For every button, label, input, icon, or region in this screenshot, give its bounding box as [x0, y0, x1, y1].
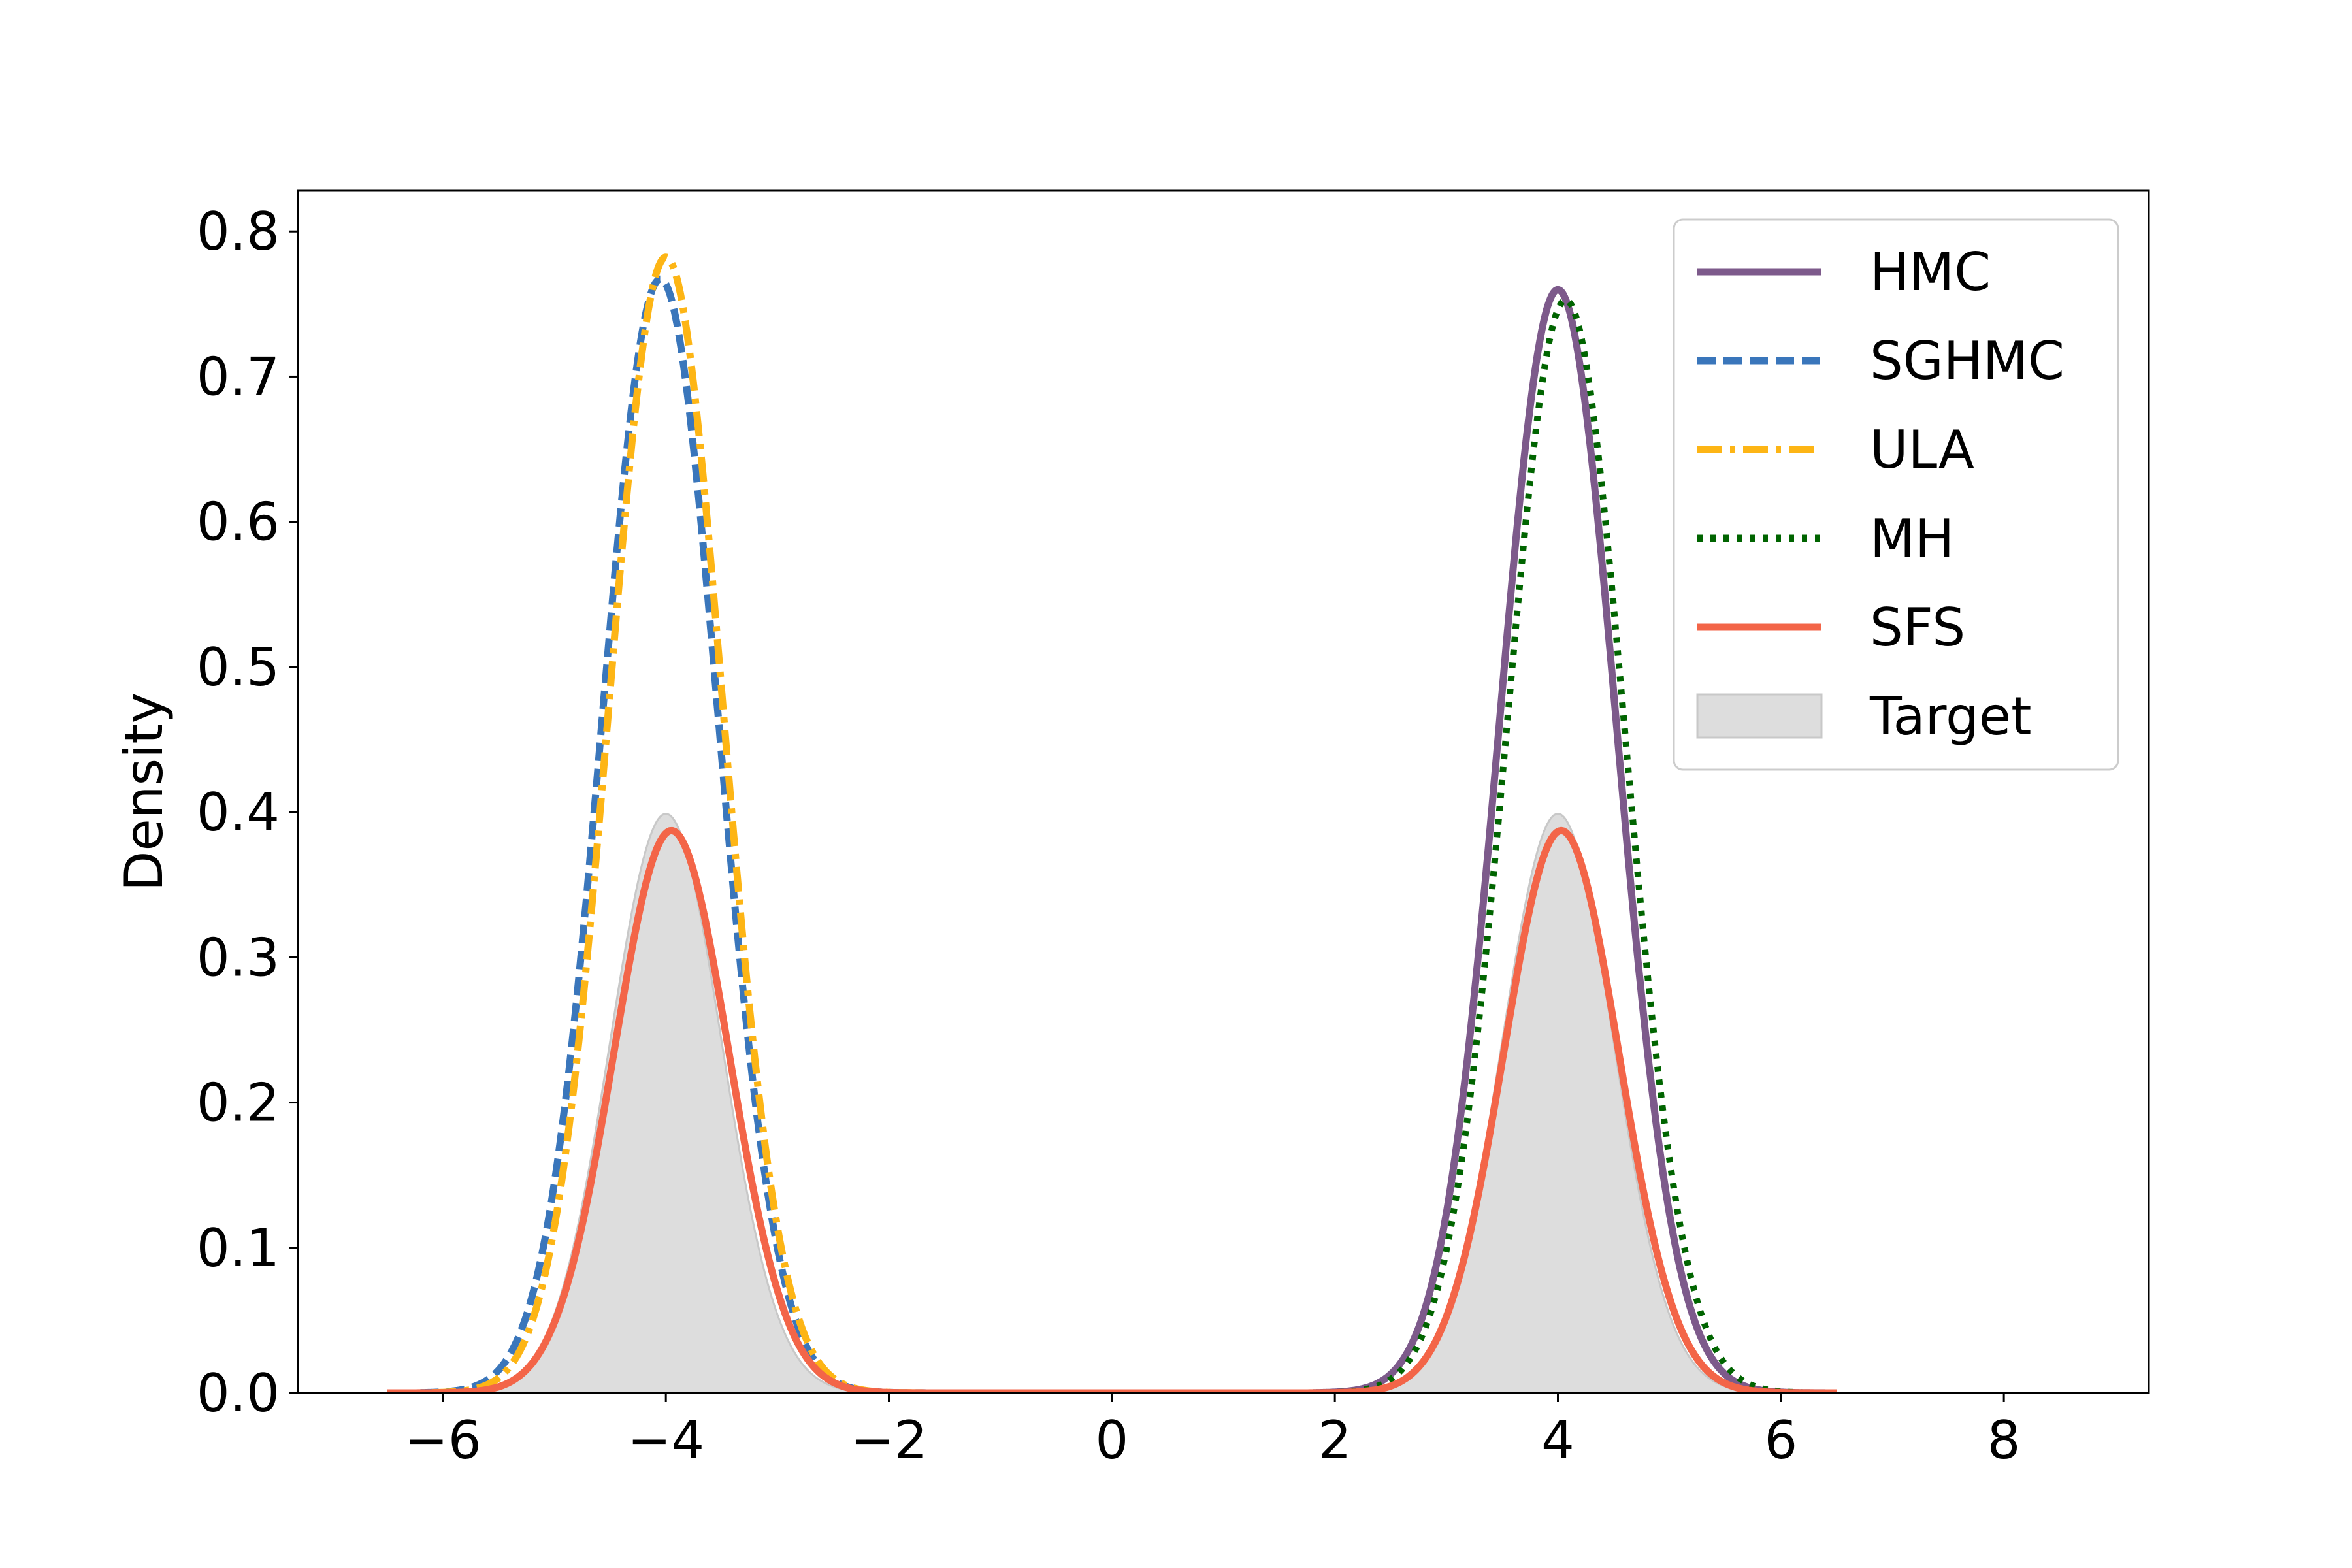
legend-label: ULA	[1870, 419, 1974, 480]
legend-item-sfs: SFS	[1697, 597, 1965, 658]
legend-item-target: Target	[1696, 686, 2032, 747]
y-tick-label: 0.5	[197, 637, 280, 698]
x-axis: −6 −4 −2 0 2 4 6 8	[404, 1393, 2021, 1471]
x-tick-label: 8	[1987, 1410, 2021, 1471]
series-line-sfs	[385, 826, 1838, 1393]
x-tick-label: 4	[1541, 1410, 1575, 1471]
plot-area	[385, 253, 1838, 1393]
legend-item-hmc: HMC	[1697, 242, 1991, 302]
y-axis: 0.0 0.1 0.2 0.3 0.4 0.5 0.6 0.7 0.8	[197, 201, 298, 1424]
legend-item-sghmc: SGHMC	[1697, 331, 2065, 391]
legend-label: Target	[1869, 686, 2032, 747]
legend-item-ula: ULA	[1697, 419, 1974, 480]
y-tick-label: 0.6	[197, 492, 280, 553]
y-tick-label: 0.2	[197, 1073, 280, 1134]
x-tick-label: 6	[1764, 1410, 1797, 1471]
series-line-hmc	[1309, 286, 1829, 1393]
y-tick-label: 0.4	[197, 782, 280, 843]
x-tick-label: −2	[851, 1410, 928, 1471]
legend-swatch	[1696, 693, 1823, 739]
y-tick-label: 0.0	[197, 1363, 280, 1424]
legend-label: SGHMC	[1870, 331, 2065, 391]
x-tick-label: 2	[1318, 1410, 1352, 1471]
y-tick-label: 0.3	[197, 927, 280, 988]
x-tick-label: −6	[404, 1410, 482, 1471]
y-tick-label: 0.7	[197, 346, 280, 407]
x-tick-label: 0	[1095, 1410, 1128, 1471]
series-line-ula	[429, 253, 925, 1393]
legend-label: SFS	[1870, 597, 1965, 658]
y-axis-label: Density	[114, 693, 174, 891]
legend-label: MH	[1870, 508, 1954, 569]
y-tick-label: 0.1	[197, 1218, 280, 1279]
x-tick-label: −4	[627, 1410, 704, 1471]
y-tick-label: 0.8	[197, 201, 280, 262]
legend-item-mh: MH	[1697, 508, 1954, 569]
series-line-mh	[1310, 297, 1828, 1393]
axes-frame	[297, 189, 2150, 1394]
legend-label: HMC	[1870, 242, 1991, 302]
legend: HMC SGHMC ULA MH SFS Target	[1673, 218, 2119, 771]
